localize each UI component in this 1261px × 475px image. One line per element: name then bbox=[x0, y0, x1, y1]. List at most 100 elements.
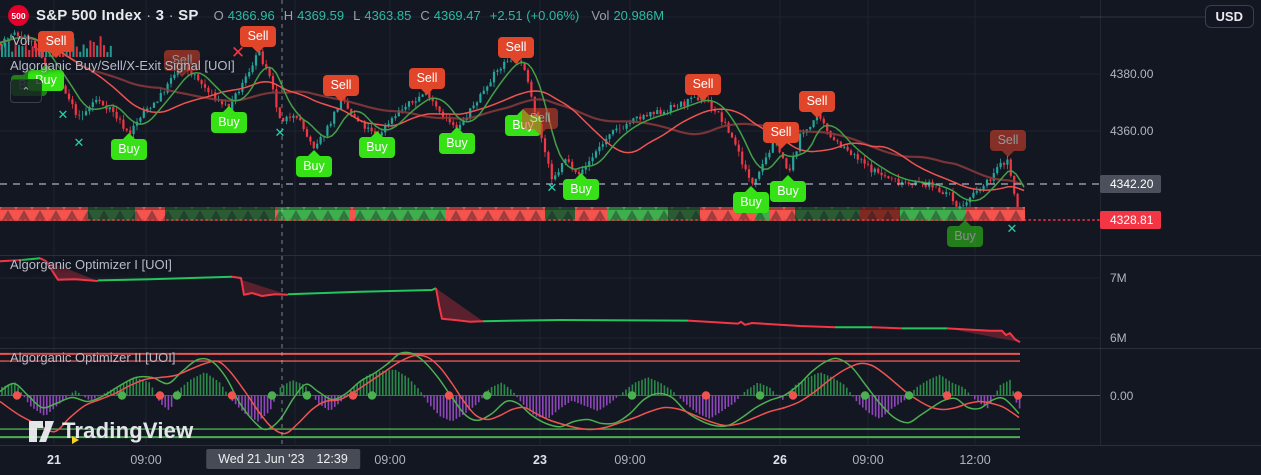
close-label: C bbox=[420, 8, 430, 23]
sell-signal-label[interactable]: Sell bbox=[522, 108, 558, 135]
optimizer2-signal-dot bbox=[367, 391, 377, 400]
optimizer1-line bbox=[0, 259, 23, 263]
optimizer2-signal-dot bbox=[1013, 391, 1023, 400]
optimizer2-signal-dot bbox=[172, 391, 182, 400]
symbol-logo-icon: 500 bbox=[8, 5, 29, 26]
optimizer2-signal-dot bbox=[117, 391, 127, 400]
time-axis-label: 09:00 bbox=[374, 453, 406, 467]
tradingview-logo-text: TradingView bbox=[62, 418, 194, 443]
optimizer1-line bbox=[687, 319, 836, 329]
optimizer2-signal-dot bbox=[227, 391, 237, 400]
sell-signal-label[interactable]: Sell bbox=[498, 37, 534, 64]
price-axis-label: 4380.00 bbox=[1110, 67, 1154, 81]
buy-signal-label[interactable]: Buy bbox=[947, 220, 983, 247]
open-label: O bbox=[213, 8, 224, 23]
optimizer2-signal-dot bbox=[12, 391, 22, 400]
close-value: 4369.47 bbox=[433, 8, 481, 23]
time-axis-label: 23 bbox=[533, 453, 547, 467]
trend-ribbon-texture bbox=[0, 207, 1025, 221]
optimizer1-line bbox=[946, 327, 1021, 344]
optimizer1-drawdown-fill bbox=[232, 276, 288, 296]
optimizer2-histogram-positive bbox=[1, 369, 1014, 396]
sell-signal-label[interactable]: Sell bbox=[685, 74, 721, 101]
buy-signal-label[interactable]: Buy bbox=[563, 173, 599, 200]
high-value: 4369.59 bbox=[297, 8, 345, 23]
price-axis-label: 4360.00 bbox=[1110, 124, 1154, 138]
collapse-pane-button[interactable]: ⌃ bbox=[10, 79, 42, 103]
exchange-name: SP bbox=[178, 7, 199, 24]
interval-value[interactable]: 3 bbox=[155, 7, 165, 24]
optimizer1-line bbox=[482, 319, 689, 323]
time-axis-label: 09:00 bbox=[614, 453, 646, 467]
optimizer1-drawdown-fill bbox=[40, 258, 98, 281]
low-label: L bbox=[353, 8, 361, 23]
optimizer2-signal-dot bbox=[155, 391, 165, 400]
x-exit-marker: ✕ bbox=[1006, 221, 1018, 236]
optimizer1-line bbox=[287, 287, 437, 296]
time-axis-label: 12:00 bbox=[959, 453, 991, 467]
buy-signal-label[interactable]: Buy bbox=[439, 127, 475, 154]
x-exit-marker-red: ✕ bbox=[230, 43, 246, 62]
optimizer1-line bbox=[871, 326, 903, 330]
open-value: 4366.96 bbox=[227, 8, 275, 23]
sell-signal-label[interactable]: Sell bbox=[38, 31, 74, 58]
optimizer1-line bbox=[231, 275, 289, 297]
sell-signal-label[interactable]: Sell bbox=[763, 122, 799, 149]
price-axis-label: 6M bbox=[1110, 331, 1127, 345]
crosshair-date-tooltip: Wed 21 Jun '23 12:39 bbox=[206, 449, 360, 469]
x-exit-marker: ✕ bbox=[546, 180, 558, 195]
optimizer2-signal-dot bbox=[701, 391, 711, 400]
volume-value: 20.986M bbox=[613, 8, 665, 23]
price-axis-label: 0.00 bbox=[1110, 389, 1134, 403]
tradingview-logo[interactable]: TradingView bbox=[28, 418, 193, 444]
optimizer2-histogram-negative bbox=[23, 395, 1021, 422]
optimizer2-signal-dot bbox=[860, 391, 870, 400]
optimizer2-signal-dot bbox=[267, 391, 277, 400]
low-value: 4363.85 bbox=[364, 8, 412, 23]
optimizer2-signal-dot bbox=[942, 391, 952, 400]
optimizer1-line bbox=[21, 257, 41, 261]
currency-button[interactable]: USD bbox=[1204, 5, 1254, 28]
optimizer1-line bbox=[39, 257, 99, 282]
exchange-separator: · bbox=[168, 7, 174, 24]
time-axis-label: 26 bbox=[773, 453, 787, 467]
optimizer1-drawdown-fill bbox=[436, 288, 483, 322]
slow-ma-line bbox=[0, 36, 1025, 187]
optimizer2-signal-dot bbox=[444, 391, 454, 400]
sell-signal-label[interactable]: Sell bbox=[323, 75, 359, 102]
x-exit-marker: ✕ bbox=[274, 125, 286, 140]
optimizer2-signal-dot bbox=[348, 391, 358, 400]
time-axis-label: 21 bbox=[47, 453, 61, 467]
buy-signal-label[interactable]: Buy bbox=[733, 186, 769, 213]
interval-separator: · bbox=[146, 7, 152, 24]
buy-signal-label[interactable]: Buy bbox=[359, 131, 395, 158]
buy-signal-label[interactable]: Buy bbox=[296, 150, 332, 177]
price-axis-label: 7M bbox=[1110, 271, 1127, 285]
sell-signal-label[interactable]: Sell bbox=[799, 91, 835, 118]
symbol-header: 500 S&P 500 Index · 3 · SP O 4366.96 H 4… bbox=[8, 5, 669, 26]
optimizer2-signal-dot bbox=[755, 391, 765, 400]
tooltip-date: Wed 21 Jun '23 bbox=[218, 452, 305, 466]
optimizer2-signal-dot bbox=[627, 391, 637, 400]
sell-signal-label[interactable]: Sell bbox=[164, 50, 200, 77]
optimizer2-red-line bbox=[0, 354, 1020, 435]
optimizer2-pane-legend[interactable]: Algorganic Optimizer II [UOI] bbox=[10, 350, 176, 365]
tradingview-logo-icon bbox=[29, 420, 54, 442]
buy-signal-label[interactable]: Buy bbox=[111, 133, 147, 160]
buy-signal-label[interactable]: Buy bbox=[211, 106, 247, 133]
symbol-title[interactable]: S&P 500 Index · 3 · SP bbox=[36, 7, 199, 24]
sell-signal-label[interactable]: Sell bbox=[240, 26, 276, 53]
sell-signal-label[interactable]: Sell bbox=[990, 130, 1026, 157]
green-ma-line bbox=[0, 36, 1025, 202]
red-ma-line bbox=[0, 37, 1025, 192]
x-exit-marker: ✕ bbox=[73, 135, 85, 150]
high-label: H bbox=[283, 8, 294, 23]
optimizer2-green-line bbox=[0, 351, 1020, 431]
optimizer1-pane-legend[interactable]: Algorganic Optimizer I [UOI] bbox=[10, 257, 172, 272]
sell-signal-label[interactable]: Sell bbox=[409, 68, 445, 95]
volume-pane-legend[interactable]: Vol bbox=[12, 33, 31, 48]
buy-signal-label[interactable]: Buy bbox=[770, 175, 806, 202]
signal-pane-legend[interactable]: Algorganic Buy/Sell/X-Exit Signal [UOI] bbox=[10, 58, 235, 73]
